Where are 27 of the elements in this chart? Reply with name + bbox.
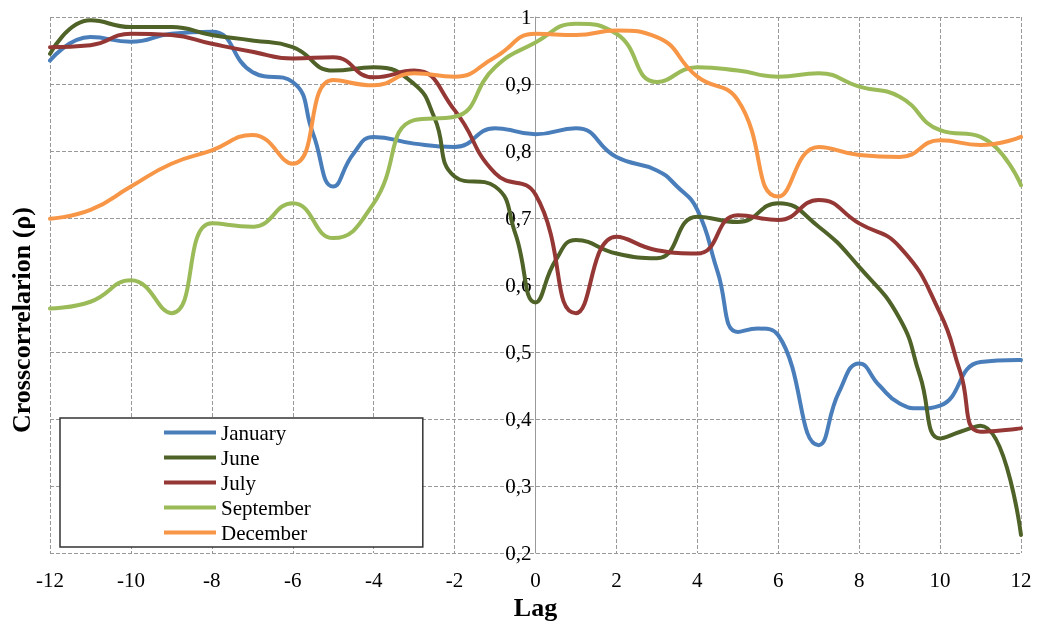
x-tick-label: -10 [116,567,145,592]
y-tick-label: 0,4 [505,407,532,431]
x-tick-label: 12 [1010,567,1032,592]
legend-label: December [221,520,308,545]
x-tick-label: 2 [611,567,622,592]
x-tick-label: 4 [692,567,704,592]
x-tick-label: 10 [929,567,951,592]
y-tick-label: 0,9 [505,72,532,96]
x-tick-label: -6 [284,567,302,592]
y-tick-label: 1 [521,5,532,29]
y-axis-title: Crosscorrelarion (ρ) [6,207,36,433]
x-axis-title: Lag [513,593,558,623]
x-tick-label: -8 [203,567,221,592]
legend-label: June [221,445,260,470]
y-tick-label: 0,8 [505,139,532,163]
y-tick-label: 0,2 [505,541,532,565]
x-tick-label: 8 [853,567,865,592]
y-tick-label: 0,5 [505,340,532,364]
x-tick-label: 0 [530,567,541,592]
x-tick-label: -2 [445,567,464,592]
x-tick-label: -4 [364,567,383,592]
legend-label: January [221,420,287,445]
x-tick-label: -12 [36,567,64,592]
legend-label: July [221,470,257,495]
x-tick-label: 6 [773,567,784,592]
y-tick-label: 0,3 [505,474,532,498]
legend-label: September [221,495,311,520]
